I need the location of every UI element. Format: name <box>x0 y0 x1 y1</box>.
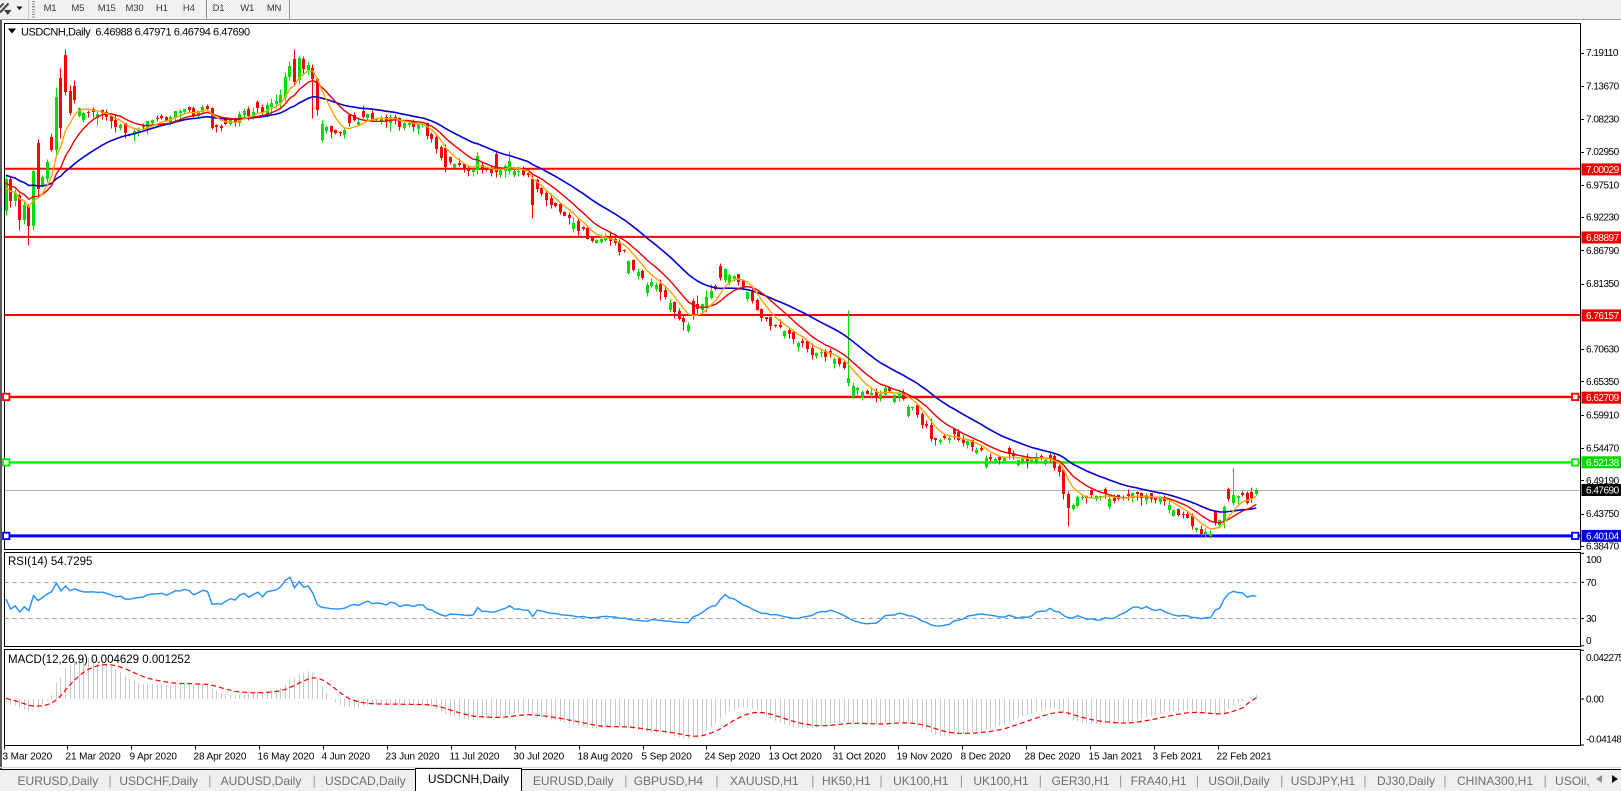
svg-text:6.52138: 6.52138 <box>1586 458 1620 469</box>
svg-text:100: 100 <box>1586 555 1602 566</box>
svg-text:23 Jun 2020: 23 Jun 2020 <box>386 752 440 763</box>
svg-text:MACD(12,26,9) 0.004629 0.00125: MACD(12,26,9) 0.004629 0.001252 <box>8 654 190 666</box>
svg-text:6.97510: 6.97510 <box>1586 180 1620 191</box>
svg-text:5 Sep 2020: 5 Sep 2020 <box>642 752 693 763</box>
svg-text:28 Apr 2020: 28 Apr 2020 <box>194 752 247 763</box>
svg-text:-0.04148: -0.04148 <box>1586 734 1621 745</box>
svg-text:USDCNH,Daily 6.46988 6.47971: USDCNH,Daily 6.46988 6.47971 6.46794 6.4… <box>21 27 250 39</box>
svg-text:21 Mar 2020: 21 Mar 2020 <box>66 752 122 763</box>
svg-text:6.54470: 6.54470 <box>1586 444 1620 455</box>
svg-text:30 Jul 2020: 30 Jul 2020 <box>514 752 565 763</box>
svg-text:6.92230: 6.92230 <box>1586 213 1620 224</box>
svg-text:6.38470: 6.38470 <box>1586 541 1620 552</box>
svg-text:24 Sep 2020: 24 Sep 2020 <box>705 752 761 763</box>
svg-text:28 Dec 2020: 28 Dec 2020 <box>1025 752 1081 763</box>
svg-text:0.00: 0.00 <box>1586 695 1604 706</box>
svg-text:6.76157: 6.76157 <box>1586 311 1620 322</box>
svg-text:6.65350: 6.65350 <box>1586 377 1620 388</box>
svg-text:7.13670: 7.13670 <box>1586 81 1620 92</box>
svg-text:16 May 2020: 16 May 2020 <box>258 752 315 763</box>
svg-text:6.59910: 6.59910 <box>1586 410 1620 421</box>
svg-text:6.86790: 6.86790 <box>1586 246 1620 257</box>
svg-text:13 Oct 2020: 13 Oct 2020 <box>769 752 823 763</box>
svg-text:RSI(14) 54.7295: RSI(14) 54.7295 <box>8 556 92 568</box>
svg-text:6.47690: 6.47690 <box>1586 486 1620 497</box>
svg-text:6.43750: 6.43750 <box>1586 509 1620 520</box>
svg-text:15 Jan 2021: 15 Jan 2021 <box>1089 752 1143 763</box>
svg-text:7.19110: 7.19110 <box>1586 48 1619 59</box>
svg-text:30: 30 <box>1586 614 1597 625</box>
svg-text:6.81350: 6.81350 <box>1586 279 1620 290</box>
svg-text:6.49190: 6.49190 <box>1586 476 1620 487</box>
svg-text:6.62709: 6.62709 <box>1586 393 1620 404</box>
svg-text:0: 0 <box>1586 636 1592 647</box>
svg-text:9 Apr 2020: 9 Apr 2020 <box>130 752 178 763</box>
svg-text:7.02950: 7.02950 <box>1586 147 1620 158</box>
svg-text:6.70630: 6.70630 <box>1586 345 1620 356</box>
svg-text:7.08230: 7.08230 <box>1586 115 1620 126</box>
svg-text:19 Nov 2020: 19 Nov 2020 <box>897 752 953 763</box>
svg-text:7.00029: 7.00029 <box>1586 165 1620 176</box>
svg-text:70: 70 <box>1586 578 1597 589</box>
svg-text:6.88897: 6.88897 <box>1586 233 1620 244</box>
svg-text:31 Oct 2020: 31 Oct 2020 <box>833 752 887 763</box>
svg-text:0.042275: 0.042275 <box>1586 653 1621 664</box>
svg-text:4 Jun 2020: 4 Jun 2020 <box>322 752 371 763</box>
svg-text:3 Feb 2021: 3 Feb 2021 <box>1153 752 1203 763</box>
svg-text:11 Jul 2020: 11 Jul 2020 <box>450 752 500 763</box>
svg-text:6.40104: 6.40104 <box>1586 531 1620 542</box>
svg-text:22 Feb 2021: 22 Feb 2021 <box>1217 752 1273 763</box>
svg-text:18 Aug 2020: 18 Aug 2020 <box>578 752 634 763</box>
svg-text:3 Mar 2020: 3 Mar 2020 <box>3 752 53 763</box>
svg-text:8 Dec 2020: 8 Dec 2020 <box>961 752 1012 763</box>
